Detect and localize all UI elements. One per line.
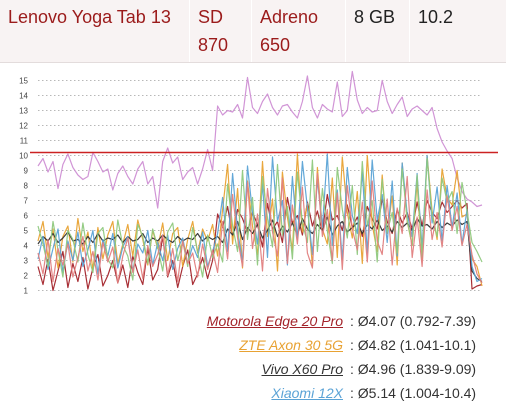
- legend-row-vivo: Vivo X60 Pro : Ø4.96 (1.839-9.09): [0, 358, 506, 382]
- legend-name-zte[interactable]: ZTE Axon 30 5G: [239, 337, 343, 353]
- legend-stat-zte: : Ø4.82 (1.041-10.1): [350, 337, 477, 353]
- legend-row-motorola: Motorola Edge 20 Pro : Ø4.07 (0.792-7.39…: [0, 310, 506, 334]
- legend-stat-vivo: : Ø4.96 (1.839-9.09): [350, 361, 477, 377]
- series-line-unlabeled-5: [37, 157, 483, 281]
- y-tick-label-11: 11: [20, 137, 29, 146]
- y-tick-label-12: 12: [19, 122, 28, 131]
- series-line-unlabeled-6: [37, 172, 483, 284]
- table-divider: [0, 62, 506, 63]
- y-tick-label-5: 5: [24, 227, 29, 236]
- series-line-lenovo-yoga-tab-13: [37, 70, 483, 209]
- spec-device-name[interactable]: Lenovo Yoga Tab 13: [0, 0, 190, 62]
- spec-gpu[interactable]: Adreno 650: [252, 0, 346, 62]
- legend-name-vivo[interactable]: Vivo X60 Pro: [261, 361, 343, 377]
- y-tick-label-8: 8: [24, 182, 29, 191]
- y-tick-label-9: 9: [24, 167, 29, 176]
- legend-name-motorola[interactable]: Motorola Edge 20 Pro: [206, 313, 343, 329]
- y-tick-label-6: 6: [24, 212, 29, 221]
- legend-stat-xiaomi: : Ø5.14 (1.004-10.4): [350, 385, 477, 401]
- y-tick-label-10: 10: [19, 152, 28, 161]
- legend-name-xiaomi[interactable]: Xiaomi 12X: [271, 385, 343, 401]
- spec-soc[interactable]: SD 870: [190, 0, 252, 62]
- y-tick-label-4: 4: [24, 242, 29, 251]
- y-tick-label-2: 2: [24, 272, 29, 281]
- spec-ram: 8 GB: [346, 0, 410, 62]
- y-tick-label-13: 13: [19, 107, 28, 116]
- legend-row-zte: ZTE Axon 30 5G : Ø4.82 (1.041-10.1): [0, 334, 506, 358]
- y-tick-label-1: 1: [24, 287, 29, 296]
- y-tick-label-14: 14: [19, 92, 28, 101]
- y-tick-label-3: 3: [24, 257, 29, 266]
- spec-table-row: Lenovo Yoga Tab 13 SD 870 Adreno 650 8 G…: [0, 0, 506, 62]
- legend-row-xiaomi: Xiaomi 12X : Ø5.14 (1.004-10.4): [0, 382, 506, 406]
- spec-score: 10.2: [418, 7, 454, 27]
- y-tick-label-7: 7: [24, 197, 29, 206]
- y-tick-label-15: 15: [19, 77, 28, 86]
- legend-stat-motorola: : Ø4.07 (0.792-7.39): [350, 313, 477, 329]
- legend: Motorola Edge 20 Pro : Ø4.07 (0.792-7.39…: [0, 310, 506, 401]
